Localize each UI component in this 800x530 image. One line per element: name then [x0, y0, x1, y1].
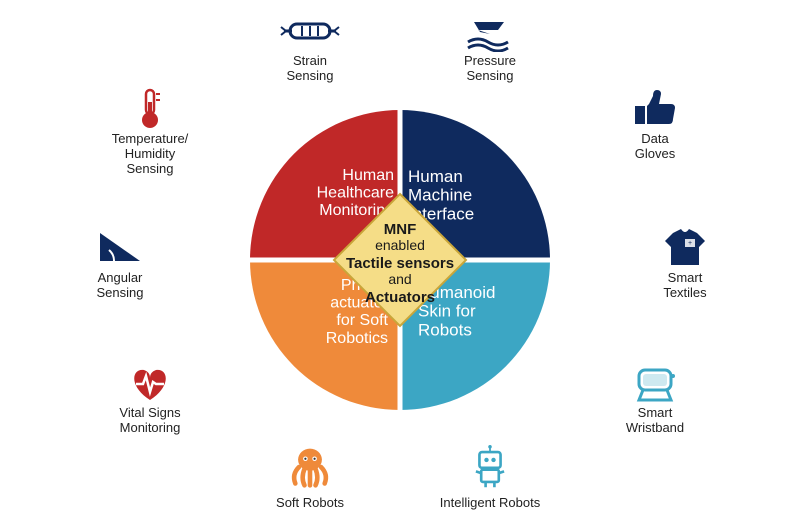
outer-item-vital: Vital SignsMonitoring	[95, 360, 205, 436]
outer-item-textiles: + SmartTextiles	[630, 225, 740, 301]
outer-item-intel: Intelligent Robots	[435, 440, 545, 511]
thermo-icon	[120, 86, 180, 130]
outer-item-label: AngularSensing	[97, 271, 144, 301]
outer-item-angular: AngularSensing	[65, 225, 175, 301]
tshirt-icon: +	[655, 225, 715, 269]
outer-item-temp: Temperature/HumiditySensing	[95, 86, 205, 177]
outer-item-label: SmartTextiles	[663, 271, 706, 301]
outer-item-strain: StrainSensing	[255, 8, 365, 84]
outer-item-label: Vital SignsMonitoring	[119, 406, 180, 436]
outer-item-label: Intelligent Robots	[440, 496, 540, 511]
outer-item-soft: Soft Robots	[255, 440, 365, 511]
angle-icon	[90, 225, 150, 269]
svg-text:+: +	[688, 240, 692, 247]
strain-icon	[280, 8, 340, 52]
outer-item-wristband: SmartWristband	[600, 360, 710, 436]
outer-item-label: SmartWristband	[626, 406, 684, 436]
wrist-icon	[625, 360, 685, 404]
heart-icon	[120, 360, 180, 404]
thumb-icon	[625, 86, 685, 130]
octopus-icon	[280, 440, 340, 494]
outer-item-label: StrainSensing	[287, 54, 334, 84]
outer-item-label: Temperature/HumiditySensing	[112, 132, 189, 177]
outer-item-gloves: DataGloves	[600, 86, 710, 162]
robot-icon	[460, 440, 520, 494]
diagram-stage: HumanMachineInterfaceHumanoidSkin forRob…	[0, 0, 800, 530]
outer-item-label: PressureSensing	[464, 54, 516, 84]
pressure-icon	[460, 8, 520, 52]
outer-item-label: DataGloves	[635, 132, 675, 162]
outer-item-pressure: PressureSensing	[435, 8, 545, 84]
outer-item-label: Soft Robots	[276, 496, 344, 511]
